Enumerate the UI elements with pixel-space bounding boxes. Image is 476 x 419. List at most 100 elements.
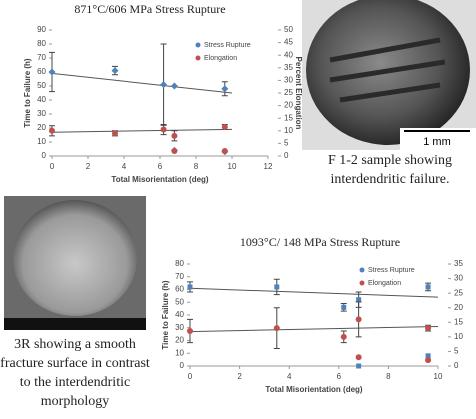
y-tick-label: 20 bbox=[37, 123, 46, 132]
y-tick-label: 10 bbox=[37, 137, 46, 146]
x-tick-label: 0 bbox=[188, 372, 193, 381]
legend-marker bbox=[360, 268, 365, 273]
y-tick-label: 40 bbox=[175, 310, 184, 319]
x-tick-label: 2 bbox=[86, 162, 91, 171]
point bbox=[171, 83, 178, 90]
y-tick-label: 0 bbox=[42, 151, 47, 160]
point bbox=[222, 124, 228, 130]
point bbox=[274, 284, 279, 289]
y2-tick-label: 25 bbox=[284, 88, 293, 97]
y2-tick-label: 15 bbox=[284, 113, 293, 122]
y-tick-label: 30 bbox=[175, 323, 184, 332]
x-tick-label: 8 bbox=[386, 372, 391, 381]
x-axis-title: Total Misorientation (deg) bbox=[265, 385, 363, 394]
point bbox=[171, 133, 177, 139]
y-tick-label: 50 bbox=[37, 81, 46, 90]
x-tick-label: 4 bbox=[287, 372, 292, 381]
y2-tick-label: 35 bbox=[284, 63, 293, 72]
point bbox=[49, 69, 56, 76]
point bbox=[222, 148, 228, 154]
y2-tick-label: 30 bbox=[454, 274, 463, 283]
y2-axis-title: Percent Elongation bbox=[294, 57, 303, 130]
y-tick-label: 30 bbox=[37, 109, 46, 118]
x-tick-label: 4 bbox=[122, 162, 127, 171]
y2-tick-label: 10 bbox=[454, 332, 463, 341]
x-tick-label: 6 bbox=[337, 372, 342, 381]
x-tick-label: 0 bbox=[50, 162, 55, 171]
y-tick-label: 50 bbox=[175, 297, 184, 306]
caption: interdendritic failure. bbox=[331, 172, 450, 187]
y2-tick-label: 45 bbox=[284, 38, 293, 47]
point bbox=[356, 364, 361, 369]
point bbox=[112, 130, 118, 136]
x-tick-label: 6 bbox=[158, 162, 163, 171]
y-tick-label: 90 bbox=[37, 25, 46, 34]
point bbox=[49, 128, 55, 134]
caption: morphology bbox=[41, 394, 109, 409]
y-axis-title: Time to Failure (h) bbox=[161, 280, 170, 350]
legend-label: Elongation bbox=[204, 55, 237, 62]
point bbox=[161, 127, 167, 133]
legend-label: Stress Rupture bbox=[204, 42, 251, 49]
point bbox=[112, 67, 119, 74]
trend-line bbox=[52, 129, 232, 132]
y-axis-title: Time to Failure (h) bbox=[23, 58, 32, 128]
y-tick-label: 80 bbox=[175, 259, 184, 268]
scale-label: 1 mm bbox=[423, 136, 451, 148]
legend-label: Elongation bbox=[368, 280, 401, 287]
caption: to the interdendritic bbox=[20, 375, 130, 390]
y2-tick-label: 20 bbox=[454, 303, 463, 312]
x-tick-label: 2 bbox=[237, 372, 242, 381]
chart-title: 1093°C/ 148 MPa Stress Rupture bbox=[240, 235, 400, 249]
sem-image bbox=[4, 196, 146, 330]
chart-title: 871°C/606 MPa Stress Rupture bbox=[74, 2, 225, 16]
x-tick-label: 12 bbox=[264, 162, 273, 171]
y2-tick-label: 0 bbox=[454, 361, 459, 370]
y2-tick-label: 0 bbox=[284, 151, 289, 160]
point bbox=[426, 284, 431, 289]
y2-tick-label: 5 bbox=[284, 139, 289, 148]
point bbox=[356, 354, 362, 360]
y-tick-label: 0 bbox=[180, 361, 185, 370]
point bbox=[341, 305, 346, 310]
x-tick-label: 8 bbox=[194, 162, 199, 171]
caption: F 1-2 sample showing bbox=[328, 153, 452, 168]
caption: 3R showing a smooth bbox=[14, 337, 136, 352]
point bbox=[187, 328, 193, 334]
y2-tick-label: 35 bbox=[454, 259, 463, 268]
legend-label: Stress Rupture bbox=[368, 267, 415, 274]
point bbox=[188, 284, 193, 289]
x-axis-title: Total Misorientation (deg) bbox=[111, 175, 209, 184]
y-tick-label: 60 bbox=[37, 67, 46, 76]
y2-tick-label: 20 bbox=[284, 101, 293, 110]
x-tick-label: 10 bbox=[228, 162, 237, 171]
point bbox=[160, 81, 167, 88]
y2-tick-label: 40 bbox=[284, 50, 293, 59]
y-tick-label: 60 bbox=[175, 285, 184, 294]
point bbox=[356, 316, 362, 322]
y2-tick-label: 30 bbox=[284, 76, 293, 85]
legend-marker bbox=[360, 281, 365, 286]
y2-tick-label: 10 bbox=[284, 126, 293, 135]
y-tick-label: 10 bbox=[175, 348, 184, 357]
caption: fracture surface in contrast bbox=[0, 356, 150, 371]
x-tick-label: 10 bbox=[434, 372, 443, 381]
fracture-photo: 1 mm bbox=[302, 0, 476, 150]
point bbox=[274, 325, 280, 331]
legend-marker bbox=[196, 43, 201, 48]
trend-line bbox=[190, 288, 438, 297]
y2-tick-label: 15 bbox=[454, 317, 463, 326]
point bbox=[341, 334, 347, 340]
point bbox=[221, 85, 228, 92]
y2-tick-label: 50 bbox=[284, 25, 293, 34]
y2-tick-label: 25 bbox=[454, 288, 463, 297]
trend-line bbox=[190, 326, 438, 331]
y-tick-label: 70 bbox=[37, 53, 46, 62]
y-tick-label: 40 bbox=[37, 95, 46, 104]
point bbox=[171, 148, 177, 154]
legend-marker bbox=[196, 56, 201, 61]
trend-line bbox=[52, 73, 232, 93]
point bbox=[425, 325, 431, 331]
point bbox=[425, 357, 431, 363]
y-tick-label: 20 bbox=[175, 336, 184, 345]
